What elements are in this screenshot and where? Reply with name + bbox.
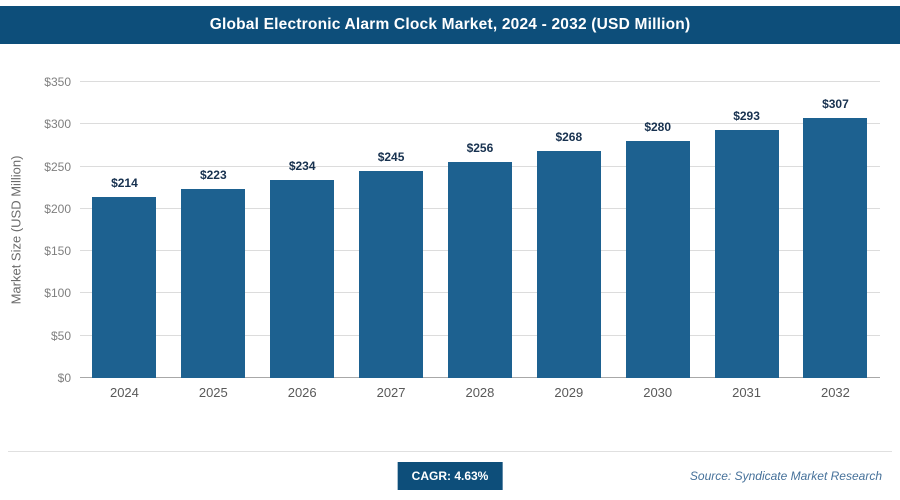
chart-title: Global Electronic Alarm Clock Market, 20…	[209, 16, 691, 33]
x-tick-label: 2027	[376, 385, 406, 400]
bar-2031	[714, 130, 779, 378]
x-tick-label: 2028	[465, 385, 495, 400]
bar-value-label: $223	[199, 168, 227, 183]
bar-2027	[359, 170, 424, 378]
plot-area: $214 $223 $234 $245 $256 $268 $280 $293 $307 $0 $…	[44, 75, 880, 385]
bar-column: $234	[270, 82, 335, 378]
chart-title-banner: Global Electronic Alarm Clock Market, 20…	[0, 6, 900, 44]
y-tick-label: $150	[44, 244, 71, 259]
footer-row: CAGR: 4.63% Source: Syndicate Market Res…	[0, 462, 900, 492]
bar-column: $280	[625, 82, 690, 378]
footer-divider	[8, 451, 892, 452]
bar-column: $245	[359, 82, 424, 378]
bar-2025	[181, 189, 246, 378]
grid-line	[80, 123, 880, 125]
x-tick-label: 2026	[287, 385, 317, 400]
x-tick-label: 2031	[732, 385, 762, 400]
bar-value-label: $307	[822, 97, 849, 112]
bar-column: $293	[714, 82, 779, 378]
bar-value-label: $293	[733, 109, 760, 124]
bar-value-label: $234	[288, 159, 316, 174]
y-tick-label: $200	[44, 201, 71, 216]
bars-container: $214 $223 $234 $245 $256 $268 $280 $293 $307	[80, 82, 880, 378]
y-tick-label: $250	[44, 159, 71, 174]
y-tick-label: $0	[57, 371, 71, 385]
bar-column: $256	[447, 82, 512, 378]
y-tick-label: $50	[50, 328, 71, 343]
bar-2032	[803, 118, 868, 378]
bar-column: $268	[536, 82, 601, 378]
bar-value-label: $214	[111, 176, 138, 191]
bar-chart: Market Size (USD Million) $214 $223 $234 $2…	[0, 75, 900, 404]
bar-value-label: $245	[377, 149, 405, 164]
y-tick-label: $300	[44, 117, 71, 132]
bar-value-label: $256	[466, 140, 494, 155]
x-tick-label: 2030	[643, 385, 673, 400]
grid-line	[80, 81, 880, 82]
x-tick-label: 2029	[554, 385, 584, 400]
bar-column: $307	[803, 82, 868, 378]
x-tick-label: 2025	[198, 385, 228, 400]
bar-column: $214	[92, 82, 157, 378]
bar-2029	[536, 151, 601, 378]
cagr-badge: CAGR: 4.63%	[397, 462, 503, 490]
x-axis-labels: 2024 2025 2026 2027 2028 2029 2030 2031 2032	[80, 385, 880, 400]
x-tick-label: 2024	[109, 385, 139, 400]
source-text: Source: Syndicate Market Research	[689, 469, 882, 483]
y-tick-label: $100	[44, 286, 71, 301]
bar-2024	[92, 197, 157, 378]
bar-column: $223	[181, 82, 246, 378]
y-axis-title: Market Size (USD Million)	[8, 155, 24, 305]
bar-2030	[625, 141, 690, 378]
bar-value-label: $268	[555, 130, 583, 145]
x-tick-label: 2032	[820, 385, 850, 400]
bar-value-label: $280	[644, 120, 672, 135]
chart-footer: CAGR: 4.63% Source: Syndicate Market Res…	[0, 451, 900, 492]
bar-2028	[447, 161, 512, 378]
y-tick-label: $350	[44, 75, 71, 89]
bar-2026	[270, 180, 335, 378]
